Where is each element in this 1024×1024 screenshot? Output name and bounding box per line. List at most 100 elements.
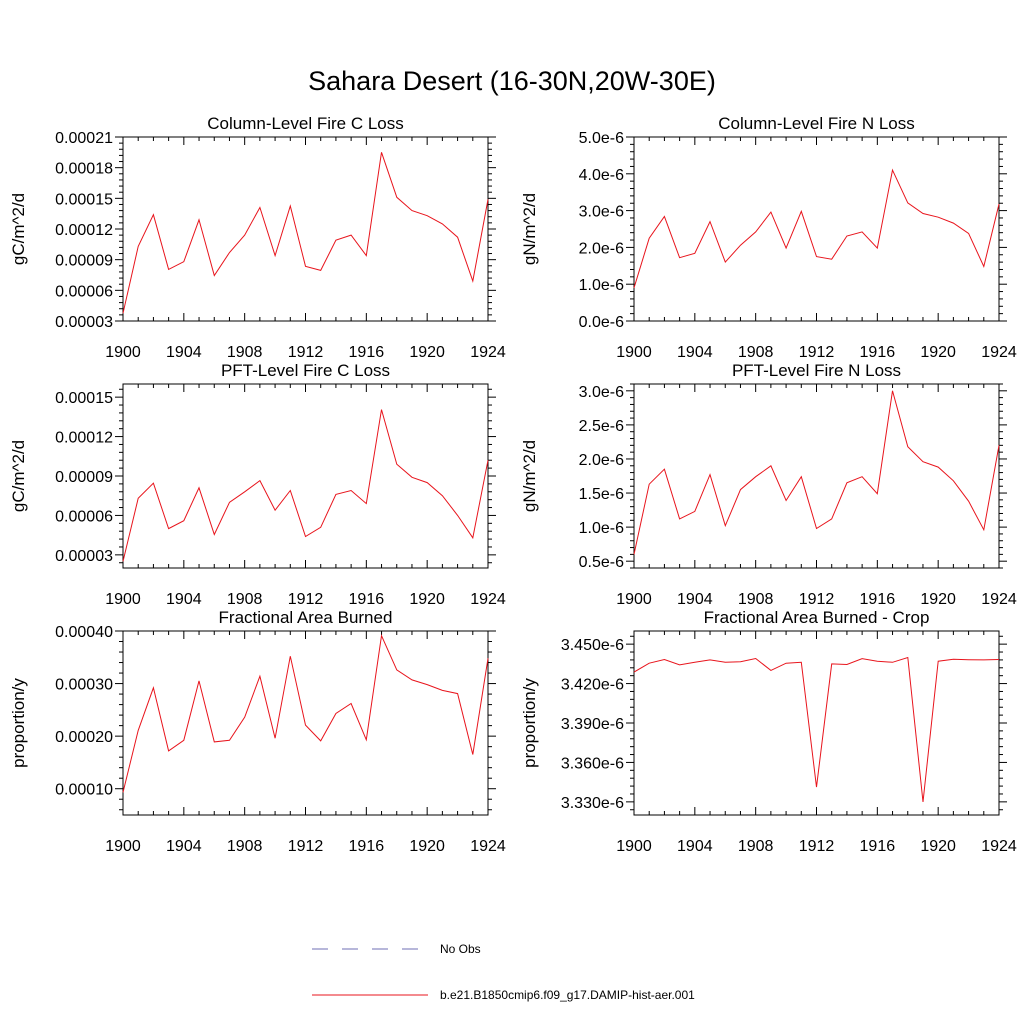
y-tick-label: 0.5e-6 bbox=[579, 554, 624, 571]
series-line bbox=[633, 168, 1000, 289]
y-tick-label: 0.00020 bbox=[55, 729, 113, 746]
y-tick-label: 0.00009 bbox=[55, 469, 113, 486]
x-tick-label: 1904 bbox=[166, 344, 202, 361]
plot-frame bbox=[633, 383, 1000, 569]
x-tick-label: 1912 bbox=[288, 344, 324, 361]
y-tick-label: 0.00003 bbox=[55, 548, 113, 565]
y-tick-label: 3.420e-6 bbox=[561, 677, 624, 694]
plot-frame bbox=[122, 383, 489, 569]
panel-4: PFT-Level Fire N Loss gN/m^2/d 1900 1904 190… bbox=[520, 361, 1017, 608]
x-tick-label: 1908 bbox=[738, 591, 774, 608]
x-tick-label: 1920 bbox=[920, 344, 956, 361]
y-tick-label: 0.00015 bbox=[55, 191, 113, 208]
x-tick-label: 1900 bbox=[105, 591, 141, 608]
y-tick-label: 0.00009 bbox=[55, 253, 113, 270]
y-tick-label: 0.0e-6 bbox=[579, 314, 624, 331]
y-tick-label: 2.0e-6 bbox=[579, 240, 624, 257]
x-tick-label: 1900 bbox=[105, 838, 141, 855]
x-tick-label: 1916 bbox=[349, 838, 385, 855]
plot-frame bbox=[122, 136, 489, 322]
y-axis-label: proportion/y bbox=[520, 678, 539, 768]
x-tick-label: 1908 bbox=[738, 838, 774, 855]
y-tick-label: 2.0e-6 bbox=[579, 452, 624, 469]
x-tick-label: 1908 bbox=[738, 344, 774, 361]
x-tick-label: 1908 bbox=[227, 344, 263, 361]
x-tick-label: 1908 bbox=[227, 591, 263, 608]
panel-title: PFT-Level Fire C Loss bbox=[221, 361, 390, 380]
x-tick-label: 1900 bbox=[616, 838, 652, 855]
x-tick-label: 1904 bbox=[677, 591, 713, 608]
panel-1: Column-Level Fire C Loss gC/m^2/d 1900 1904… bbox=[9, 114, 506, 361]
y-tick-label: 2.5e-6 bbox=[579, 418, 624, 435]
x-tick-label: 1920 bbox=[920, 591, 956, 608]
y-tick-label: 0.00012 bbox=[55, 222, 113, 239]
y-tick-label: 3.450e-6 bbox=[561, 637, 624, 654]
y-tick-label: 0.00021 bbox=[55, 130, 113, 147]
panel-title: Column-Level Fire C Loss bbox=[207, 114, 404, 133]
x-tick-label: 1912 bbox=[288, 838, 324, 855]
y-tick-label: 0.00012 bbox=[55, 430, 113, 447]
y-tick-label: 3.360e-6 bbox=[561, 755, 624, 772]
y-axis-label: gN/m^2/d bbox=[520, 193, 539, 265]
y-axis-label: proportion/y bbox=[9, 678, 28, 768]
y-tick-label: 3.0e-6 bbox=[579, 384, 624, 401]
x-tick-label: 1912 bbox=[799, 838, 835, 855]
x-tick-label: 1916 bbox=[349, 591, 385, 608]
series-line bbox=[122, 633, 489, 793]
x-tick-label: 1924 bbox=[981, 591, 1017, 608]
panel-3: PFT-Level Fire C Loss gC/m^2/d 1900 1904 190… bbox=[9, 361, 506, 608]
legend-no-obs-label: No Obs bbox=[440, 942, 481, 956]
x-tick-label: 1924 bbox=[470, 344, 506, 361]
series-line bbox=[122, 409, 489, 562]
x-tick-label: 1916 bbox=[860, 591, 896, 608]
x-tick-label: 1916 bbox=[860, 838, 896, 855]
y-tick-label: 0.00006 bbox=[55, 508, 113, 525]
x-tick-label: 1900 bbox=[616, 344, 652, 361]
x-tick-label: 1920 bbox=[409, 344, 445, 361]
panel-title: PFT-Level Fire N Loss bbox=[732, 361, 901, 380]
x-tick-label: 1900 bbox=[616, 591, 652, 608]
legend: No Obs b.e21.B1850cmip6.f09_g17.DAMIP-hi… bbox=[312, 942, 695, 1002]
y-tick-label: 0.00003 bbox=[55, 314, 113, 331]
x-tick-label: 1920 bbox=[920, 838, 956, 855]
y-axis-label: gC/m^2/d bbox=[9, 440, 28, 512]
y-tick-label: 0.00010 bbox=[55, 782, 113, 799]
panel-title: Fractional Area Burned bbox=[219, 608, 393, 627]
x-tick-label: 1908 bbox=[227, 838, 263, 855]
series-line bbox=[122, 152, 489, 314]
x-tick-label: 1920 bbox=[409, 591, 445, 608]
x-tick-label: 1924 bbox=[981, 344, 1017, 361]
panel-2: Column-Level Fire N Loss gN/m^2/d 1900 1904… bbox=[520, 114, 1017, 361]
y-tick-label: 1.0e-6 bbox=[579, 520, 624, 537]
x-tick-label: 1924 bbox=[470, 591, 506, 608]
x-tick-label: 1904 bbox=[166, 591, 202, 608]
x-tick-label: 1900 bbox=[105, 344, 141, 361]
x-tick-label: 1904 bbox=[677, 344, 713, 361]
y-tick-label: 0.00018 bbox=[55, 161, 113, 178]
y-tick-label: 0.00006 bbox=[55, 283, 113, 300]
panel-5: Fractional Area Burned proportion/y 1900 19… bbox=[9, 608, 506, 855]
x-tick-label: 1924 bbox=[470, 838, 506, 855]
x-tick-label: 1912 bbox=[799, 591, 835, 608]
plot-frame bbox=[633, 136, 1000, 322]
figure-title: Sahara Desert (16-30N,20W-30E) bbox=[308, 66, 716, 96]
y-axis-label: gN/m^2/d bbox=[520, 440, 539, 512]
plot-frame bbox=[633, 630, 1000, 816]
panel-title: Fractional Area Burned - Crop bbox=[704, 608, 930, 627]
x-tick-label: 1924 bbox=[981, 838, 1017, 855]
y-tick-label: 3.0e-6 bbox=[579, 204, 624, 221]
panel-title: Column-Level Fire N Loss bbox=[718, 114, 915, 133]
x-tick-label: 1904 bbox=[677, 838, 713, 855]
y-tick-label: 3.330e-6 bbox=[561, 795, 624, 812]
y-tick-label: 4.0e-6 bbox=[579, 167, 624, 184]
series-line bbox=[633, 390, 1000, 555]
x-tick-label: 1912 bbox=[288, 591, 324, 608]
panel-6: Fractional Area Burned - Crop proportion/… bbox=[520, 608, 1017, 855]
y-tick-label: 5.0e-6 bbox=[579, 130, 624, 147]
x-tick-label: 1920 bbox=[409, 838, 445, 855]
y-tick-label: 3.390e-6 bbox=[561, 716, 624, 733]
y-tick-label: 1.5e-6 bbox=[579, 486, 624, 503]
y-tick-label: 1.0e-6 bbox=[579, 277, 624, 294]
y-axis-label: gC/m^2/d bbox=[9, 193, 28, 265]
